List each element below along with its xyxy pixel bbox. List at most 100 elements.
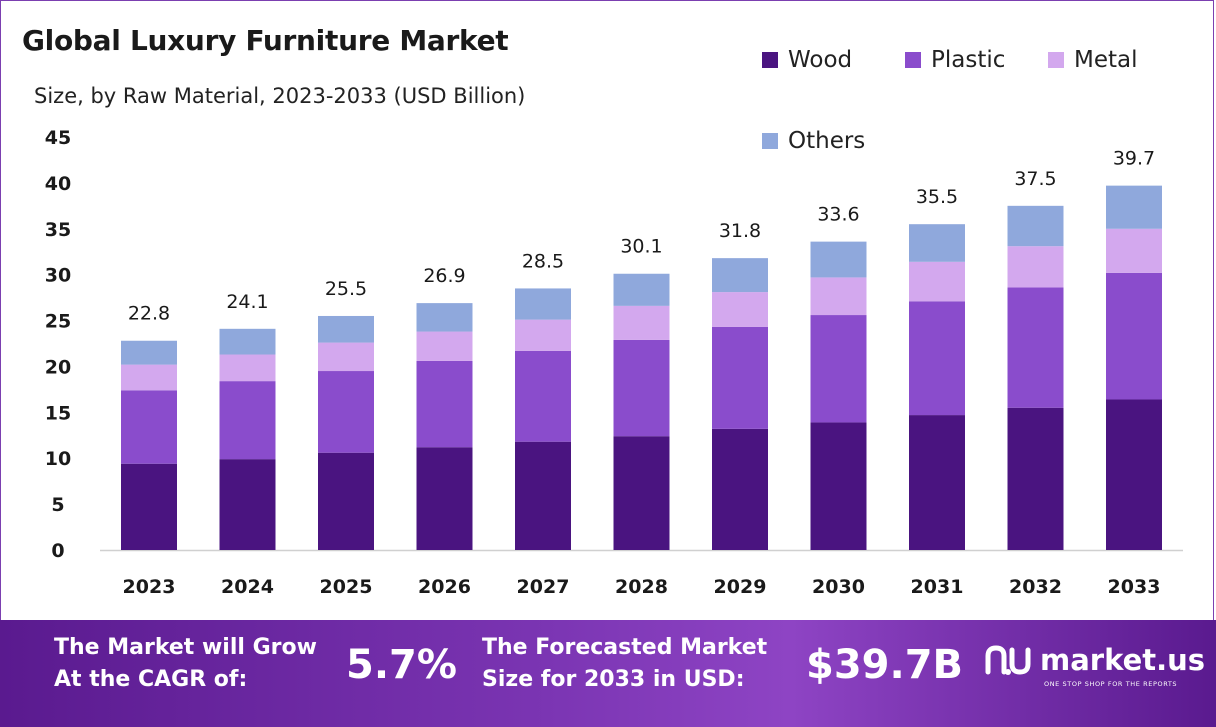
x-tick-label: 2033 xyxy=(1108,576,1161,598)
x-tick-label: 2024 xyxy=(221,576,274,598)
bar-segment-others xyxy=(810,241,867,278)
bar-segment-plastic xyxy=(712,326,768,429)
market-us-logo: market.us ONE STOP SHOP FOR THE REPORTS xyxy=(984,642,1206,688)
bar-segment-plastic xyxy=(613,339,670,437)
legend-label-plastic: Plastic xyxy=(931,47,1006,73)
bar-segment-wood xyxy=(712,428,768,550)
bar-segment-metal xyxy=(712,292,768,327)
y-tick-label: 45 xyxy=(45,127,71,149)
y-tick-label: 25 xyxy=(45,311,71,333)
total-data-label: 24.1 xyxy=(226,291,268,313)
x-tick-label: 2026 xyxy=(418,576,471,598)
bar-segment-plastic xyxy=(515,350,571,442)
bar-segment-wood xyxy=(810,422,867,550)
bar-segment-metal xyxy=(318,342,374,372)
bar-segment-plastic xyxy=(1106,272,1162,400)
bar-segment-metal xyxy=(613,305,670,340)
chart-title: Global Luxury Furniture Market xyxy=(22,24,509,57)
forecast-value: $39.7B xyxy=(806,642,964,688)
bar-segment-others xyxy=(909,224,965,262)
y-tick-label: 5 xyxy=(51,494,64,516)
total-data-label: 30.1 xyxy=(620,236,662,258)
bar-segment-others xyxy=(121,340,177,365)
logo-text: market.us xyxy=(1040,643,1206,677)
bar-segment-metal xyxy=(1007,246,1064,288)
bar-segment-wood xyxy=(416,447,473,550)
legend-swatch-others xyxy=(762,133,778,149)
bar-segment-wood xyxy=(1106,399,1162,550)
bar-segment-others xyxy=(219,328,276,355)
bar-segment-wood xyxy=(909,415,965,550)
bar-segment-wood xyxy=(613,436,670,550)
bar-segment-others xyxy=(416,303,473,332)
legend-item-others: Others xyxy=(762,128,865,154)
logo-tagline: ONE STOP SHOP FOR THE REPORTS xyxy=(1044,680,1178,688)
y-tick-label: 40 xyxy=(45,173,71,195)
x-tick-label: 2023 xyxy=(123,576,176,598)
total-data-label: 31.8 xyxy=(719,220,761,242)
legend-label-wood: Wood xyxy=(788,47,853,73)
total-data-label: 37.5 xyxy=(1014,168,1056,190)
y-tick-label: 10 xyxy=(45,448,71,470)
total-data-label: 33.6 xyxy=(817,204,859,226)
legend-label-others: Others xyxy=(788,128,866,154)
bar-segment-wood xyxy=(1007,407,1064,550)
cagr-text: The Market will Grow At the CAGR of: xyxy=(54,635,317,692)
footer-banner: The Market will Grow At the CAGR of: 5.7… xyxy=(0,620,1216,727)
y-tick-label: 15 xyxy=(45,402,71,424)
y-tick-label: 35 xyxy=(45,219,71,241)
legend-label-metal: Metal xyxy=(1074,47,1138,73)
bar-segment-metal xyxy=(810,277,867,316)
y-tick-label: 30 xyxy=(45,265,71,287)
x-tick-label: 2032 xyxy=(1009,576,1062,598)
chart-subtitle: Size, by Raw Material, 2023-2033 (USD Bi… xyxy=(34,84,526,108)
forecast-text: The Forecasted Market Size for 2033 in U… xyxy=(482,635,768,692)
bar-segment-others xyxy=(1106,185,1162,229)
bar-segment-plastic xyxy=(1007,287,1064,408)
bar-segment-metal xyxy=(1106,228,1162,273)
total-data-label: 35.5 xyxy=(916,186,958,208)
x-tick-label: 2030 xyxy=(812,576,865,598)
legend-swatch-plastic xyxy=(905,52,921,68)
legend-item-wood: Wood xyxy=(762,47,852,73)
bar-segment-plastic xyxy=(219,381,276,460)
bar-segment-others xyxy=(613,273,670,306)
bar-segment-plastic xyxy=(416,360,473,448)
legend-swatch-metal xyxy=(1048,52,1064,68)
cagr-value: 5.7% xyxy=(346,642,457,688)
y-tick-label: 20 xyxy=(45,356,71,378)
total-data-label: 25.5 xyxy=(325,278,367,300)
bar-segment-metal xyxy=(515,319,571,351)
legend-item-metal: Metal xyxy=(1048,47,1138,73)
bar-segment-plastic xyxy=(318,371,374,453)
y-tick-label: 0 xyxy=(51,540,64,562)
bar-segment-metal xyxy=(121,364,177,391)
bar-segment-wood xyxy=(121,463,177,550)
market-us-logo-icon xyxy=(985,645,1031,675)
bar-segment-wood xyxy=(515,441,571,550)
bar-segment-others xyxy=(318,315,374,343)
bar-segment-wood xyxy=(318,452,374,550)
bar-segment-plastic xyxy=(810,315,867,423)
x-tick-label: 2027 xyxy=(517,576,570,598)
bar-segment-metal xyxy=(416,331,473,361)
bar-segment-others xyxy=(515,288,571,320)
bar-segment-wood xyxy=(219,459,276,550)
total-data-label: 28.5 xyxy=(522,250,564,272)
total-data-label: 39.7 xyxy=(1113,148,1155,170)
bar-segment-others xyxy=(1007,205,1064,247)
bar-segment-plastic xyxy=(121,390,177,464)
x-tick-label: 2025 xyxy=(320,576,373,598)
x-tick-label: 2029 xyxy=(714,576,767,598)
x-tick-label: 2031 xyxy=(911,576,964,598)
bar-segment-metal xyxy=(909,261,965,302)
stacked-bar-chart: 05101520253035404522.8202324.1202425.520… xyxy=(45,127,1183,598)
bar-segment-metal xyxy=(219,354,276,382)
x-tick-label: 2028 xyxy=(615,576,668,598)
total-data-label: 22.8 xyxy=(128,303,170,325)
total-data-label: 26.9 xyxy=(423,265,465,287)
legend-item-plastic: Plastic xyxy=(905,47,1005,73)
bar-segment-plastic xyxy=(909,301,965,416)
bar-segment-others xyxy=(712,258,768,293)
legend-swatch-wood xyxy=(762,52,778,68)
